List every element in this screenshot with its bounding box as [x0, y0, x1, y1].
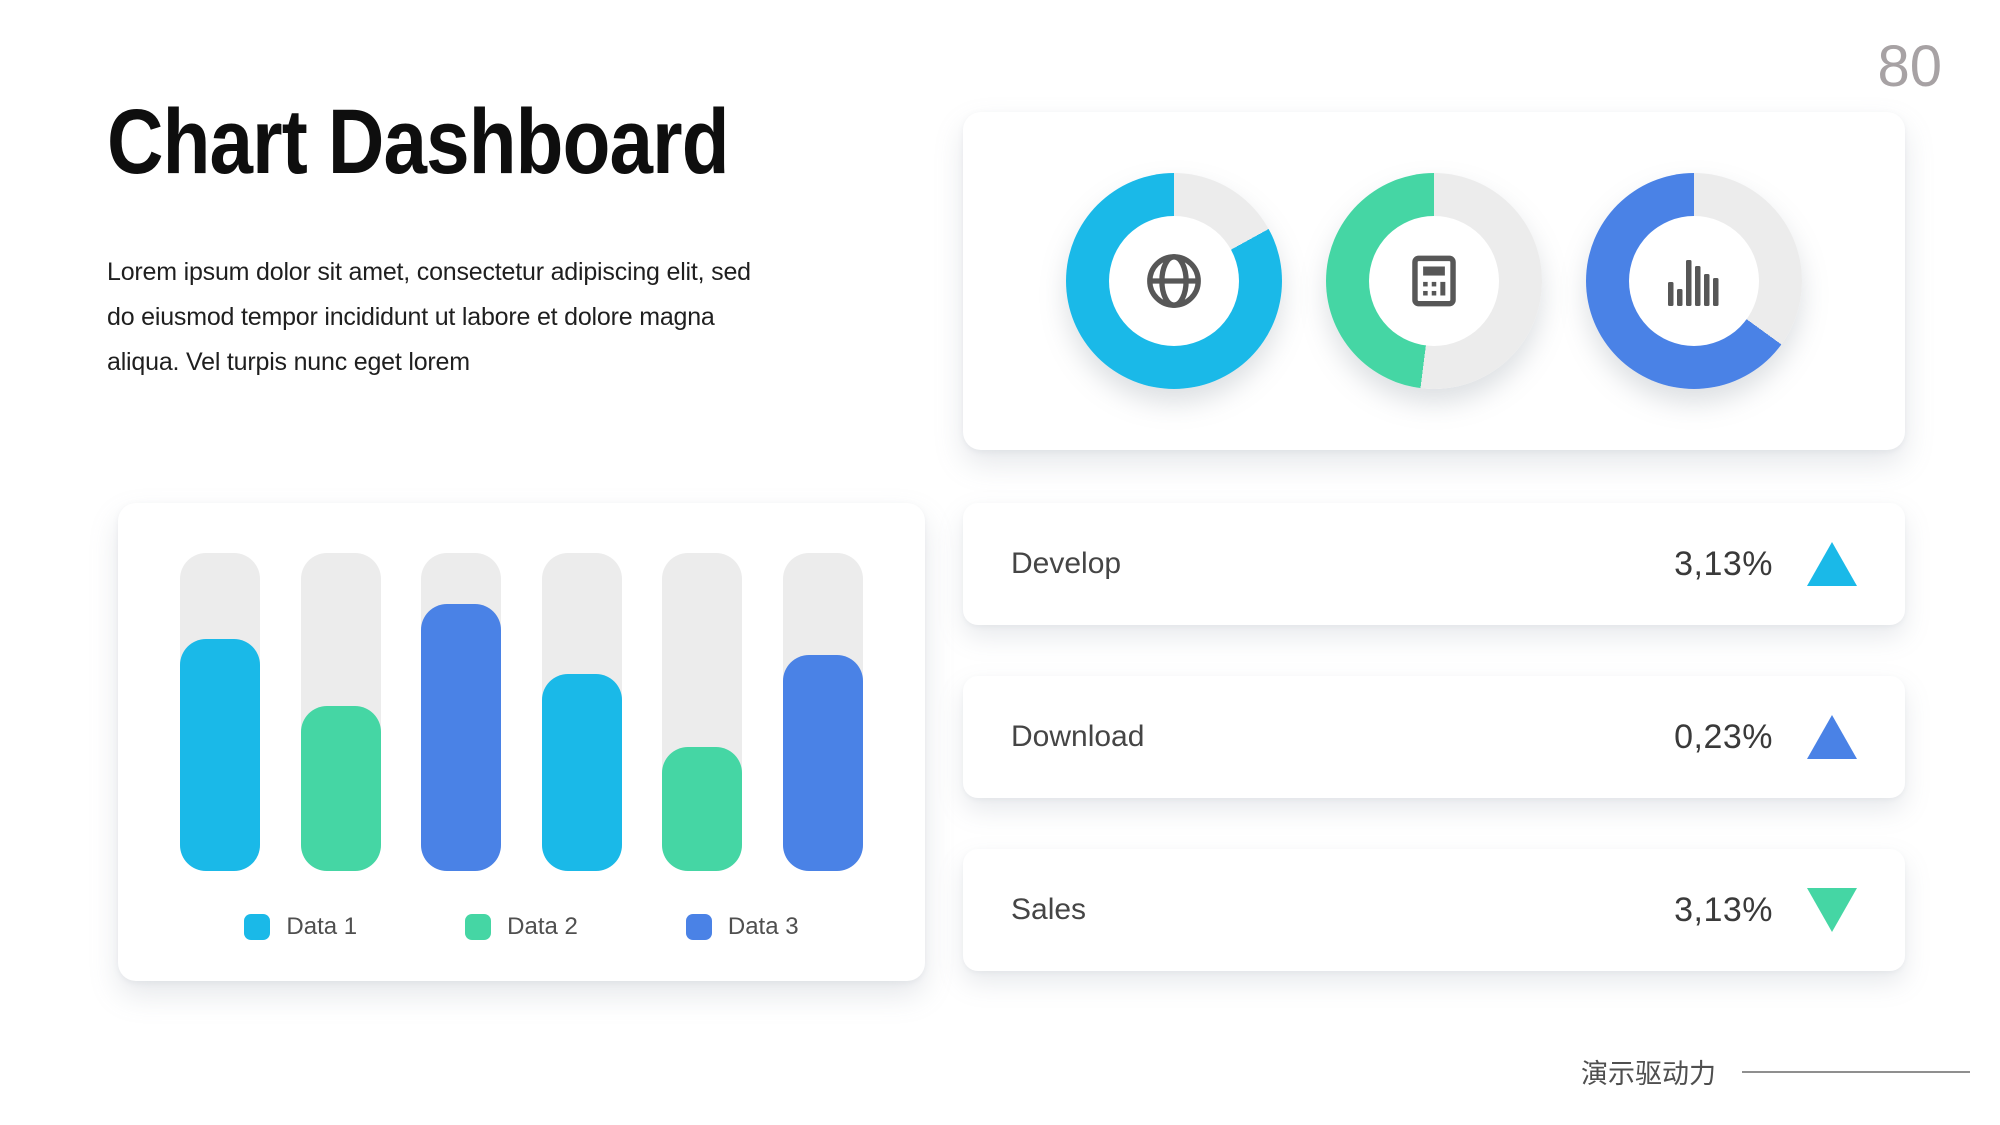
legend-label: Data 3: [727, 913, 799, 940]
calculator-icon: [1405, 252, 1463, 310]
legend-swatch: [685, 914, 712, 940]
legend-label: Data 1: [286, 913, 358, 940]
stat-label: Develop: [1011, 547, 1122, 580]
legend-item-data-3: Data 3: [685, 913, 799, 941]
legend-swatch: [244, 914, 271, 940]
globe-gauge-center: [1109, 216, 1239, 346]
stat-value: 0,23%: [1674, 717, 1773, 756]
globe-gauge: [1066, 173, 1282, 389]
stat-label: Download: [1011, 720, 1145, 753]
bar-data-2: [662, 746, 743, 871]
bar-track: [180, 553, 260, 871]
description-text: Lorem ipsum dolor sit amet, consectetur …: [107, 258, 751, 376]
footer-divider-line: [1742, 1070, 1970, 1073]
stat-value: 3,13%: [1674, 544, 1773, 583]
footer: 演示驱动力: [1581, 1052, 1970, 1091]
bar-chart-plot-area: [180, 553, 863, 871]
trend-down-icon: [1807, 888, 1857, 932]
bar-chart-icon: [1666, 254, 1722, 308]
calculator-gauge-center: [1369, 216, 1499, 346]
globe-icon: [1143, 250, 1205, 312]
bar-data-2: [300, 705, 381, 871]
chart-legend: Data 1 Data 2 Data 3: [118, 913, 925, 941]
page-title: Chart Dashboard: [107, 91, 729, 193]
bar-data-1: [180, 638, 260, 871]
bar-chart-gauge: [1586, 173, 1802, 389]
legend-item-data-2: Data 2: [465, 913, 578, 941]
trend-up-icon: [1807, 715, 1857, 759]
stat-value-group: 0,23%: [1674, 715, 1857, 759]
bar-track: [421, 553, 502, 871]
stat-row-sales: Sales 3,13%: [963, 849, 1905, 971]
bar-data-3: [421, 603, 502, 871]
legend-label: Data 2: [507, 913, 578, 940]
donut-gauges-card: [963, 112, 1905, 450]
stat-row-develop: Develop 3,13%: [963, 503, 1905, 625]
bar-chart-gauge-center: [1629, 216, 1759, 346]
bar-data-3: [782, 654, 863, 871]
bar-chart-card: Data 1 Data 2 Data 3: [118, 503, 925, 981]
stat-row-download: Download 0,23%: [963, 676, 1905, 798]
stat-value-group: 3,13%: [1674, 888, 1857, 932]
bar-track: [782, 553, 863, 871]
stat-value-group: 3,13%: [1674, 542, 1857, 586]
trend-up-icon: [1807, 542, 1857, 586]
bar-track: [662, 553, 743, 871]
legend-item-data-1: Data 1: [244, 913, 357, 941]
legend-swatch: [465, 914, 492, 940]
footer-brand-text: 演示驱动力: [1581, 1059, 1716, 1089]
bar-track: [541, 553, 622, 871]
bar-data-1: [541, 673, 622, 871]
stat-value: 3,13%: [1674, 890, 1773, 929]
page-number: 80: [1877, 34, 1942, 99]
bar-track: [300, 553, 381, 871]
calculator-gauge: [1326, 173, 1542, 389]
stat-label: Sales: [1011, 893, 1087, 926]
